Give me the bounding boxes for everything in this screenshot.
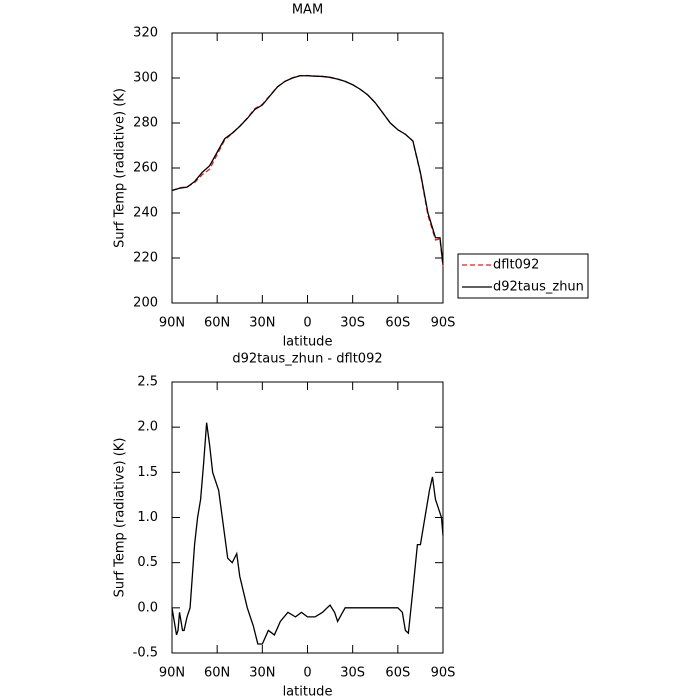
x-tick-label: 90S [431,316,456,331]
legend-box [457,253,589,299]
x-tick-label: 60S [385,666,410,681]
y-tick-label: -0.5 [133,646,158,661]
chart-title: MAM [292,3,323,18]
data-line [171,75,444,265]
x-tick-label: 90N [159,666,185,681]
y-tick-label: 320 [133,26,158,41]
y-tick-label: 2.5 [137,375,158,390]
x-tick-label: 60N [204,666,230,681]
y-tick-label: 1.5 [137,465,158,480]
x-tick-label: 30S [340,666,365,681]
y-axis-label: Surf Temp (radiative) (K) [113,438,128,598]
y-tick-label: 240 [133,206,158,221]
y-axis-label: Surf Temp (radiative) (K) [113,88,128,248]
x-tick-label: 90S [431,666,456,681]
y-tick-label: 200 [133,296,158,311]
y-tick-label: 300 [133,71,158,86]
y-tick-label: 280 [133,116,158,131]
x-axis-label: latitude [283,335,333,350]
y-tick-label: 260 [133,161,158,176]
x-tick-label: 0 [303,666,311,681]
legend-label: d92taus_zhun [493,280,584,295]
legend-label: dflt092 [493,258,539,273]
x-tick-label: 30S [340,316,365,331]
plot-frame [171,32,444,304]
data-line [171,422,444,645]
chart-title: d92taus_zhun - dflt092 [232,352,382,367]
x-axis-label: latitude [283,685,333,700]
y-tick-label: 220 [133,251,158,266]
x-tick-label: 90N [159,316,185,331]
y-tick-label: 0.0 [137,600,158,615]
x-tick-label: 60S [385,316,410,331]
x-tick-label: 60N [204,316,230,331]
x-tick-label: 30N [249,316,275,331]
y-tick-label: 0.5 [137,555,158,570]
x-tick-label: 30N [249,666,275,681]
y-tick-label: 1.0 [137,510,158,525]
x-tick-label: 0 [303,316,311,331]
data-line [171,74,444,268]
y-tick-label: 2.0 [137,420,158,435]
